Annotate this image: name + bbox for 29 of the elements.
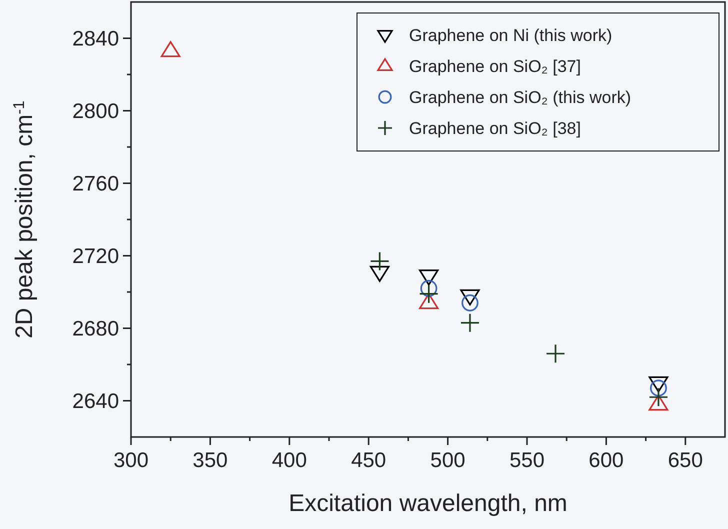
legend-label: Graphene on SiO₂ (this work) [409, 88, 632, 107]
x-tick-label: 650 [668, 449, 703, 472]
point [650, 380, 667, 397]
y-tick-label: 2720 [72, 244, 119, 268]
y-tick-label: 2640 [72, 390, 119, 413]
y-tick-label: 2840 [72, 27, 119, 50]
y-tick-label: 2760 [72, 172, 119, 196]
x-tick-label: 500 [430, 449, 466, 472]
y-tick-label: 2680 [72, 317, 119, 340]
point [648, 387, 668, 407]
point [420, 280, 438, 297]
point [418, 284, 439, 304]
x-tick-label: 450 [351, 449, 386, 472]
x-axis-title: Excitation wavelength, nm [288, 490, 568, 517]
x-tick-label: 550 [509, 449, 545, 472]
y-tick-label: 2800 [72, 100, 119, 123]
x-tick-label: 350 [192, 449, 228, 472]
point [462, 294, 478, 312]
x-tick-label: 400 [272, 449, 307, 472]
x-tick-label: 300 [113, 449, 149, 472]
legend-label: Graphene on SiO₂ [38] [409, 119, 581, 138]
legend-label: Graphene on Ni (this work) [409, 26, 612, 45]
point [160, 41, 180, 58]
point [546, 344, 566, 364]
point [648, 376, 668, 392]
legend-label: Graphene on SiO₂ [37] [409, 57, 581, 76]
point [370, 251, 390, 271]
x-tick-label: 600 [588, 449, 624, 472]
point [460, 313, 480, 333]
